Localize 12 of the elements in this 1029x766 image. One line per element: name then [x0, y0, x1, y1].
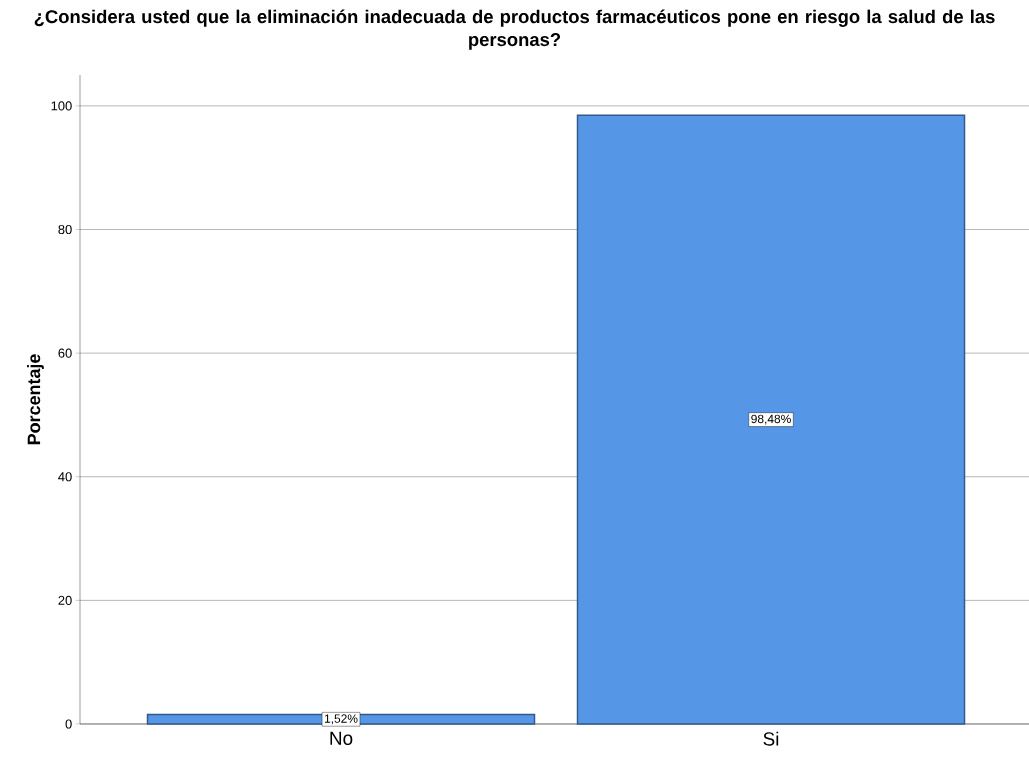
x-tick-label: No: [330, 731, 353, 745]
data-label: 98,48%: [751, 414, 791, 425]
y-tick-label: 40: [58, 472, 72, 482]
y-tick-label: 100: [51, 101, 72, 111]
x-tick-label: Si: [763, 731, 779, 746]
y-tick-label: 0: [65, 719, 72, 729]
y-axis-title: Porcentaje: [27, 354, 44, 445]
y-tick-label: 20: [58, 595, 72, 605]
y-tick-label: 80: [58, 224, 72, 235]
y-tick-label: 60: [58, 348, 72, 358]
data-label: 1,52%: [324, 714, 358, 725]
chart-title: ¿Considera usted que la eliminación inadecuada de productos farmacéuticos pone en riesgo la salud de las personas?: [34, 9, 995, 50]
